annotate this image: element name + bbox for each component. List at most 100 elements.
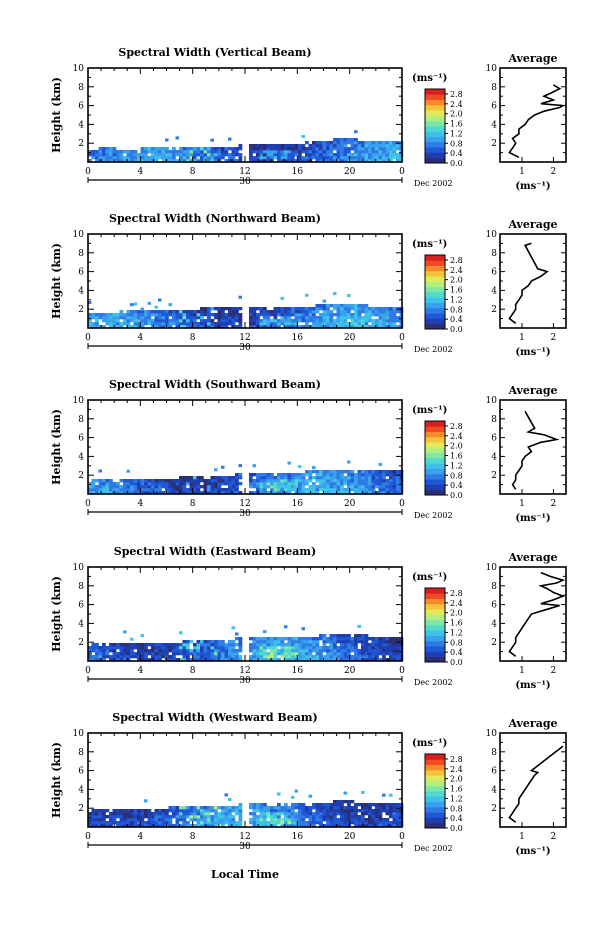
heatmap-cell bbox=[214, 646, 218, 650]
heatmap-cell bbox=[375, 310, 379, 314]
heatmap-cell bbox=[196, 147, 201, 151]
heatmap-cell bbox=[291, 652, 295, 656]
heatmap-cell bbox=[235, 479, 239, 483]
heatmap-cell bbox=[357, 316, 362, 320]
heatmap-cell bbox=[221, 649, 225, 653]
heatmap-cell bbox=[221, 491, 225, 495]
heatmap-cell bbox=[165, 319, 169, 323]
heatmap-cell bbox=[161, 821, 166, 825]
heatmap-cell bbox=[133, 302, 137, 306]
heatmap-cell bbox=[137, 325, 141, 329]
heatmap-cell bbox=[130, 812, 134, 816]
heatmap-cell bbox=[340, 643, 344, 647]
heatmap-cell bbox=[319, 159, 323, 163]
heatmap-cell bbox=[392, 141, 397, 145]
heatmap-cell bbox=[266, 325, 271, 329]
heatmap-cell bbox=[238, 313, 243, 317]
heatmap-cell bbox=[172, 150, 176, 154]
heatmap-cell bbox=[291, 150, 295, 154]
heatmap-cell bbox=[343, 818, 348, 822]
heatmap-cell bbox=[161, 491, 166, 495]
heatmap-cell bbox=[347, 488, 351, 492]
heatmap-cell bbox=[231, 815, 236, 819]
heatmap-cell bbox=[389, 649, 393, 653]
heatmap-cell bbox=[196, 806, 201, 810]
heatmap-cell bbox=[217, 153, 222, 157]
heatmap-cell bbox=[357, 624, 361, 628]
avg-y-tick-label: 10 bbox=[486, 729, 498, 739]
heatmap-cell bbox=[396, 806, 400, 810]
heatmap-cell bbox=[165, 646, 169, 650]
heatmap-cell bbox=[109, 646, 113, 650]
heatmap-cell bbox=[130, 479, 134, 483]
avg-x-tick-label: 1 bbox=[519, 666, 525, 676]
heatmap-cell bbox=[392, 652, 397, 656]
heatmap-cell bbox=[291, 319, 295, 323]
avg-y-tick-label: 4 bbox=[491, 452, 497, 462]
heatmap-cell bbox=[287, 325, 292, 329]
heatmap-cell bbox=[329, 649, 334, 653]
heatmap-cell bbox=[343, 310, 348, 314]
heatmap-cell bbox=[340, 479, 344, 483]
heatmap-cell bbox=[140, 153, 145, 157]
heatmap-cell bbox=[336, 482, 341, 486]
heatmap-cell bbox=[88, 658, 92, 662]
heatmap-cell bbox=[207, 655, 211, 659]
heatmap-cell bbox=[336, 153, 341, 157]
heatmap-cell bbox=[217, 812, 222, 816]
heatmap-cell bbox=[368, 147, 372, 151]
colorbar-swatch bbox=[425, 796, 445, 802]
heatmap-cell bbox=[147, 159, 152, 163]
heatmap-cell bbox=[284, 625, 288, 629]
heatmap-cell bbox=[147, 322, 152, 326]
heatmap-cell bbox=[259, 325, 264, 329]
heatmap-cell bbox=[105, 159, 110, 163]
heatmap-cell bbox=[182, 482, 187, 486]
day-label: 30 bbox=[239, 676, 251, 686]
heatmap-cell bbox=[263, 156, 267, 160]
heatmap-cell bbox=[98, 815, 103, 819]
heatmap-cell bbox=[203, 818, 208, 822]
heatmap-cell bbox=[371, 479, 376, 483]
heatmap-cell bbox=[217, 821, 222, 825]
heatmap-cell bbox=[291, 806, 295, 810]
heatmap-cell bbox=[326, 488, 330, 492]
heatmap-cell bbox=[186, 150, 190, 154]
heatmap-cell bbox=[266, 658, 271, 662]
heatmap-cell bbox=[102, 809, 106, 813]
heatmap-cell bbox=[385, 491, 390, 495]
heatmap-cell bbox=[259, 307, 264, 311]
x-tick-label: 16 bbox=[292, 333, 304, 343]
heatmap-cell bbox=[147, 643, 152, 647]
heatmap-cell bbox=[350, 640, 355, 644]
heatmap-cell bbox=[284, 156, 288, 160]
heatmap-cell bbox=[382, 307, 386, 311]
heatmap-cell bbox=[109, 150, 113, 154]
heatmap-cell bbox=[389, 310, 393, 314]
heatmap-cell bbox=[329, 637, 334, 641]
heatmap-cell bbox=[392, 319, 397, 323]
heatmap-cell bbox=[259, 652, 264, 656]
heatmap-cell bbox=[291, 795, 295, 799]
heatmap-cell bbox=[375, 144, 379, 148]
heatmap-cell bbox=[154, 159, 159, 163]
colorbar-swatch bbox=[425, 473, 445, 480]
heatmap-cell bbox=[196, 646, 201, 650]
heatmap-cell bbox=[378, 310, 383, 314]
heatmap-cell bbox=[203, 812, 208, 816]
heatmap-cell bbox=[200, 159, 204, 163]
heatmap-cell bbox=[385, 159, 390, 163]
heatmap-cell bbox=[161, 818, 166, 822]
heatmap-cell bbox=[371, 470, 376, 474]
heatmap-cell bbox=[287, 815, 292, 819]
heatmap-cell bbox=[375, 307, 379, 311]
heatmap-cell bbox=[361, 803, 365, 807]
heatmap-cell bbox=[210, 325, 215, 329]
heatmap-cell bbox=[214, 482, 218, 486]
heatmap-cell bbox=[109, 818, 113, 822]
heatmap-cell bbox=[133, 643, 138, 647]
heatmap-cell bbox=[102, 491, 106, 495]
heatmap-cell bbox=[207, 316, 211, 320]
heatmap-cell bbox=[102, 658, 106, 662]
heatmap-cell bbox=[116, 322, 120, 326]
